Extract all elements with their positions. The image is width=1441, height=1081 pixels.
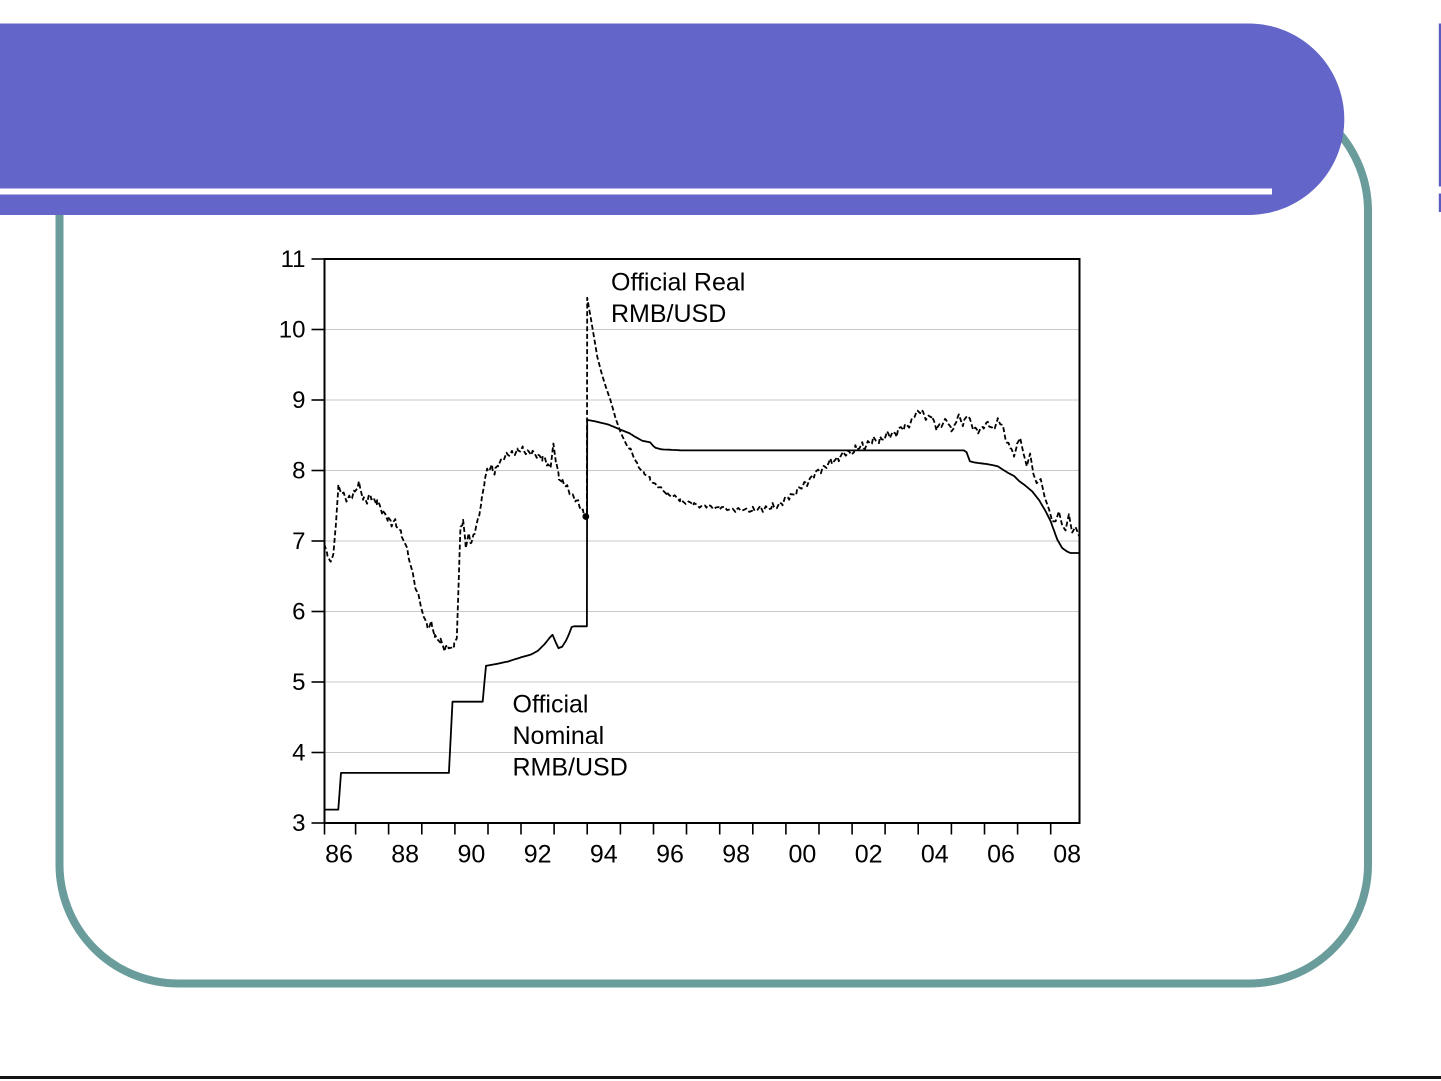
- svg-text:88: 88: [391, 841, 419, 869]
- svg-text:Official: Official: [513, 691, 589, 719]
- svg-text:10: 10: [279, 317, 306, 344]
- svg-text:96: 96: [656, 841, 684, 869]
- svg-text:3: 3: [292, 810, 305, 837]
- svg-text:4: 4: [292, 740, 305, 767]
- svg-text:94: 94: [590, 841, 618, 869]
- svg-text:5: 5: [292, 669, 305, 696]
- svg-text:11: 11: [281, 246, 306, 273]
- svg-text:08: 08: [1053, 841, 1081, 869]
- svg-text:04: 04: [921, 841, 949, 869]
- svg-text:92: 92: [524, 841, 552, 869]
- svg-text:RMB/USD: RMB/USD: [611, 300, 726, 328]
- svg-text:6: 6: [292, 599, 305, 626]
- svg-text:90: 90: [457, 841, 485, 869]
- svg-text:00: 00: [788, 841, 816, 869]
- svg-text:Official Real: Official Real: [611, 269, 745, 297]
- svg-text:9: 9: [292, 387, 305, 414]
- svg-text:86: 86: [325, 841, 353, 869]
- svg-text:02: 02: [855, 841, 883, 869]
- svg-text:06: 06: [987, 841, 1015, 869]
- svg-text:8: 8: [292, 458, 305, 485]
- svg-text:7: 7: [292, 528, 305, 555]
- svg-text:98: 98: [722, 841, 750, 869]
- svg-text:Nominal: Nominal: [513, 722, 605, 750]
- svg-text:RMB/USD: RMB/USD: [513, 754, 628, 782]
